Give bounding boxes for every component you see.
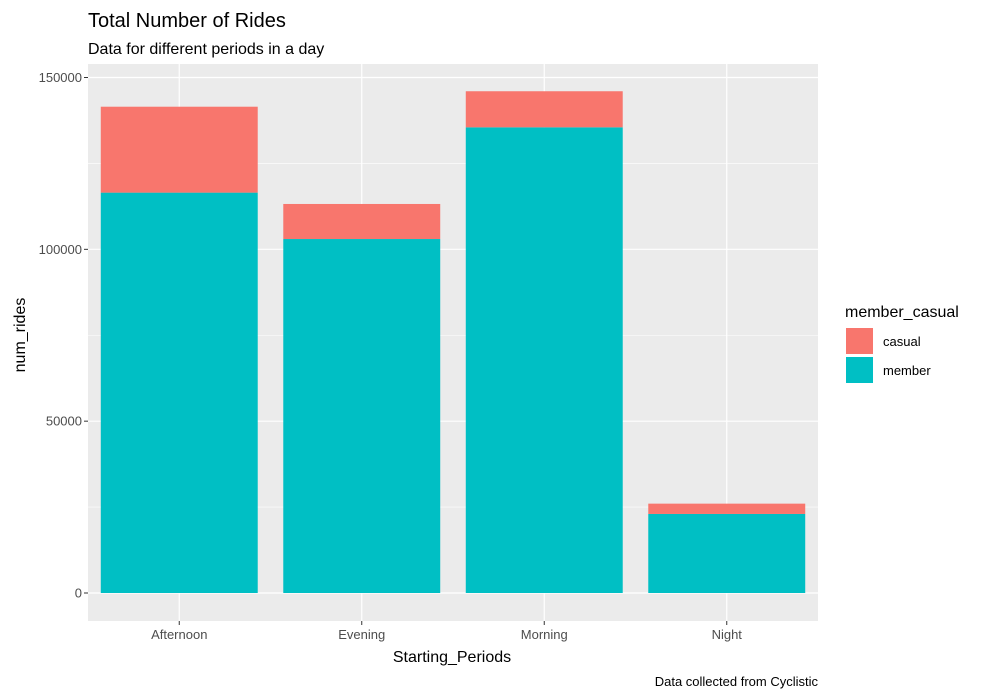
y-tick-label: 150000 bbox=[39, 70, 82, 85]
x-tick-label: Evening bbox=[338, 627, 385, 642]
bar-member-evening bbox=[283, 239, 441, 594]
legend-items: casual member bbox=[846, 328, 931, 383]
legend-swatch-casual bbox=[846, 328, 873, 354]
legend-label-casual: casual bbox=[883, 334, 921, 349]
y-tick-label: 50000 bbox=[46, 414, 82, 429]
legend-label-member: member bbox=[883, 363, 931, 378]
x-tick-label: Night bbox=[712, 627, 743, 642]
chart-title: Total Number of Rides bbox=[88, 10, 286, 32]
y-tick-label: 100000 bbox=[39, 242, 82, 257]
chart-subtitle: Data for different periods in a day bbox=[88, 41, 324, 58]
bar-member-afternoon bbox=[100, 192, 258, 593]
bar-member-night bbox=[648, 513, 806, 593]
bar-casual-evening bbox=[283, 203, 441, 240]
bar-casual-afternoon bbox=[100, 106, 258, 193]
chart-caption: Data collected from Cyclistic bbox=[655, 674, 819, 689]
bar-member-morning bbox=[465, 127, 623, 593]
legend: member_casual casual member bbox=[845, 304, 959, 383]
bar-casual-morning bbox=[465, 91, 623, 128]
y-axis-title: num_rides bbox=[12, 298, 29, 373]
x-tick-label: Afternoon bbox=[151, 627, 207, 642]
y-axis: 0 50000 100000 150000 bbox=[39, 70, 88, 601]
legend-title: member_casual bbox=[845, 304, 959, 321]
y-tick-label: 0 bbox=[75, 586, 82, 601]
x-axis: Afternoon Evening Morning Night bbox=[151, 621, 742, 642]
legend-swatch-member bbox=[846, 357, 873, 383]
bar-casual-night bbox=[648, 503, 806, 514]
x-axis-title: Starting_Periods bbox=[393, 649, 511, 666]
bars bbox=[100, 91, 806, 594]
x-tick-label: Morning bbox=[521, 627, 568, 642]
